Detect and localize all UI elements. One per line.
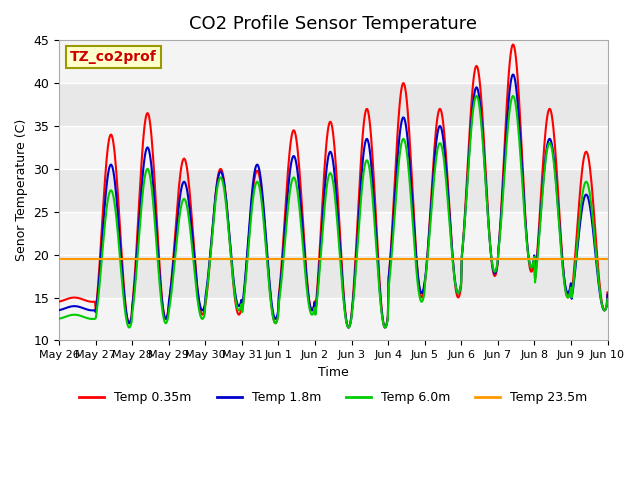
Bar: [59, 40, 607, 83]
Bar: [59, 212, 607, 254]
Legend: Temp 0.35m, Temp 1.8m, Temp 6.0m, Temp 23.5m: Temp 0.35m, Temp 1.8m, Temp 6.0m, Temp 2…: [74, 386, 593, 409]
Bar: [59, 298, 607, 340]
Y-axis label: Senor Temperature (C): Senor Temperature (C): [15, 119, 28, 262]
Bar: [59, 126, 607, 169]
X-axis label: Time: Time: [318, 366, 349, 379]
Text: TZ_co2prof: TZ_co2prof: [70, 50, 157, 64]
Title: CO2 Profile Sensor Temperature: CO2 Profile Sensor Temperature: [189, 15, 477, 33]
